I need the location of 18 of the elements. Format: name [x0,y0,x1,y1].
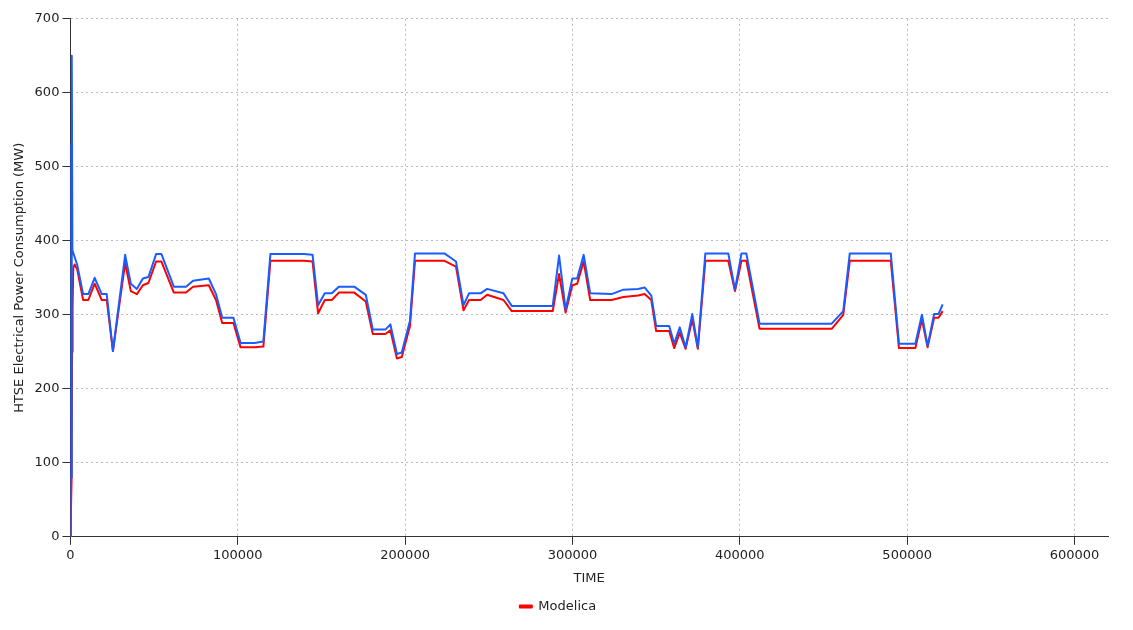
x-tick-label: 0 [66,546,75,562]
legend-label: Modelica [538,597,597,613]
x-tick-label: 200000 [380,546,430,562]
x-axis-title: TIME [572,569,605,585]
x-tick-label: 500000 [882,546,932,562]
y-tick-label: 100 [34,454,60,470]
y-tick-label: 0 [51,528,60,544]
y-tick-label: 500 [34,158,60,174]
x-tick-label: 300000 [547,546,598,562]
y-tick-label: 200 [34,380,60,396]
y-tick-label: 400 [34,232,60,248]
y-tick-label: 600 [34,84,60,100]
x-tick-label: 400000 [715,546,765,562]
x-tick-label: 100000 [212,546,263,562]
y-axis-title: HTSE Electrical Power Consumption (MW) [11,142,27,413]
y-tick-label: 700 [34,10,60,26]
x-tick-label: 600000 [1049,546,1100,562]
y-tick-label: 300 [34,306,60,322]
